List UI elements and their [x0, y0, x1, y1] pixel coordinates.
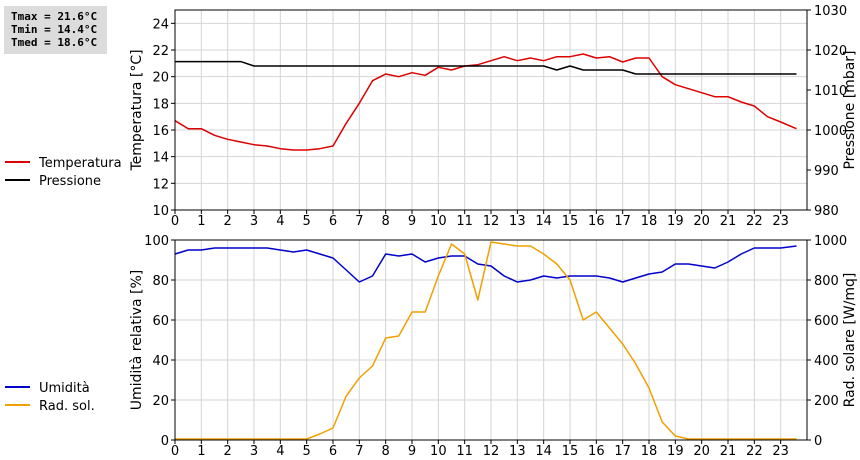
temp-xtick-label: 23	[772, 214, 789, 229]
temp-xtick-label: 14	[535, 214, 552, 229]
stats-tmax: Tmax = 21.6°C	[11, 10, 98, 23]
temp-xtick-label: 7	[355, 214, 363, 229]
temp-xtick-label: 11	[456, 214, 473, 229]
hum-legend-label: Rad. sol.	[39, 399, 95, 414]
hum-xtick-label: 18	[641, 444, 658, 459]
hum-xtick-label: 0	[171, 444, 179, 459]
temp-xtick-label: 6	[329, 214, 337, 229]
temp-y2tick-label: 1000	[814, 124, 847, 139]
temp-legend-label: Pressione	[39, 174, 101, 189]
hum-ytick-label: 80	[152, 274, 169, 289]
temp-xtick-label: 20	[693, 214, 710, 229]
temp-xtick-label: 15	[562, 214, 579, 229]
stats-box: Tmax = 21.6°C Tmin = 14.4°C Tmed = 18.6°…	[4, 6, 107, 54]
temp-xtick-label: 10	[430, 214, 447, 229]
temp-xtick-label: 16	[588, 214, 605, 229]
hum-xtick-label: 15	[562, 444, 579, 459]
hum-y2tick-label: 200	[814, 394, 839, 409]
temp-ytick-label: 22	[152, 44, 169, 59]
temp-xtick-label: 8	[382, 214, 390, 229]
hum-xtick-label: 14	[535, 444, 552, 459]
hum-xtick-label: 21	[720, 444, 737, 459]
hum-xtick-label: 7	[355, 444, 363, 459]
temp-y2tick-label: 1010	[814, 84, 847, 99]
hum-ytick-label: 40	[152, 354, 169, 369]
hum-ytick-label: 0	[161, 434, 169, 449]
hum-xtick-label: 3	[250, 444, 258, 459]
hum-xtick-label: 16	[588, 444, 605, 459]
temp-y2label: Pressione [mbar]	[842, 50, 858, 169]
hum-xtick-label: 22	[746, 444, 763, 459]
hum-y2label: Rad. solare [W/mq]	[842, 273, 858, 408]
temp-y2tick-label: 1020	[814, 44, 847, 59]
hum-xtick-label: 20	[693, 444, 710, 459]
temp-ytick-label: 24	[152, 17, 169, 32]
hum-xtick-label: 12	[483, 444, 500, 459]
temp-xtick-label: 12	[483, 214, 500, 229]
temp-xtick-label: 1	[197, 214, 205, 229]
temp-xtick-label: 2	[224, 214, 232, 229]
hum-xtick-label: 1	[197, 444, 205, 459]
temp-y2tick-label: 1030	[814, 4, 847, 19]
temp-ylabel: Temperatura [°C]	[129, 49, 145, 171]
temp-plot-frame	[174, 9, 808, 211]
temp-xtick-label: 13	[509, 214, 526, 229]
temp-series-temperatura	[174, 53, 797, 151]
temp-ytick-label: 14	[152, 151, 169, 166]
temp-xtick-label: 3	[250, 214, 258, 229]
temp-xtick-label: 19	[667, 214, 684, 229]
temp-y2tick-label: 980	[814, 204, 839, 219]
stats-tmin: Tmin = 14.4°C	[11, 23, 98, 36]
hum-xtick-label: 19	[667, 444, 684, 459]
temp-ytick-label: 12	[152, 177, 169, 192]
hum-ytick-label: 20	[152, 394, 169, 409]
hum-y2tick-label: 400	[814, 354, 839, 369]
hum-xtick-label: 13	[509, 444, 526, 459]
hum-y2tick-label: 600	[814, 314, 839, 329]
temp-xtick-label: 4	[276, 214, 284, 229]
stats-tmed: Tmed = 18.6°C	[11, 36, 98, 49]
hum-xtick-label: 5	[303, 444, 311, 459]
temp-xtick-label: 17	[614, 214, 631, 229]
hum-y2tick-label: 800	[814, 274, 839, 289]
hum-xtick-label: 11	[456, 444, 473, 459]
temp-ytick-label: 18	[152, 97, 169, 112]
temp-xtick-label: 21	[720, 214, 737, 229]
hum-legend-label: Umidità	[39, 381, 90, 396]
temp-legend-label: Temperatura	[38, 156, 122, 171]
temp-xtick-label: 0	[171, 214, 179, 229]
hum-y2tick-label: 1000	[814, 234, 847, 249]
temp-series-pressione	[175, 60, 797, 75]
hum-ylabel: Umidità relativa [%]	[129, 270, 145, 411]
hum-xtick-label: 10	[430, 444, 447, 459]
hum-xtick-label: 2	[224, 444, 232, 459]
hum-xtick-label: 23	[772, 444, 789, 459]
hum-xtick-label: 9	[408, 444, 416, 459]
temp-ytick-label: 10	[152, 204, 169, 219]
temp-xtick-label: 5	[303, 214, 311, 229]
temp-ytick-label: 20	[152, 71, 169, 86]
hum-plot-frame	[174, 239, 808, 441]
hum-series-umidit-	[174, 245, 797, 283]
hum-xtick-label: 17	[614, 444, 631, 459]
hum-ytick-label: 100	[144, 234, 169, 249]
hum-ytick-label: 60	[152, 314, 169, 329]
temp-xtick-label: 9	[408, 214, 416, 229]
temp-y2tick-label: 990	[814, 164, 839, 179]
hum-series-rad-sol-	[175, 241, 797, 440]
temp-xtick-label: 22	[746, 214, 763, 229]
hum-xtick-label: 6	[329, 444, 337, 459]
hum-y2tick-label: 0	[814, 434, 822, 449]
temp-ytick-label: 16	[152, 124, 169, 139]
hum-xtick-label: 4	[276, 444, 284, 459]
hum-xtick-label: 8	[382, 444, 390, 459]
temp-xtick-label: 18	[641, 214, 658, 229]
